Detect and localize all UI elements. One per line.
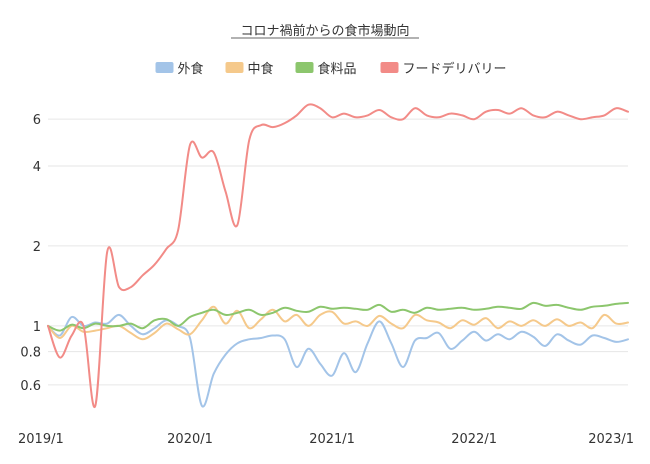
y-tick-label: 4 (33, 160, 41, 175)
x-tick-label: 2022/1 (451, 432, 497, 447)
series-line-0 (47, 313, 629, 408)
x-tick-label: 2023/1 (588, 432, 634, 447)
y-tick-label: 0.8 (20, 346, 41, 361)
y-tick-label: 1 (33, 320, 41, 335)
x-tick-label: 2019/1 (18, 432, 64, 447)
y-tick-label: 2 (33, 240, 41, 255)
legend-label: 外食 (178, 61, 204, 77)
series-line-1 (47, 305, 629, 341)
series-lines (47, 103, 629, 408)
y-axis-tick-labels: 0.6 0.8 1 2 4 6 (20, 113, 41, 394)
legend-label: フードデリバリー (403, 61, 507, 77)
x-tick-label: 2021/1 (309, 432, 355, 447)
legend-swatch (155, 62, 174, 73)
x-axis-tick-labels: 2019/1 2020/1 2021/1 2022/1 2023/1 (18, 432, 634, 447)
y-tick-label: 6 (33, 113, 41, 128)
legend-label: 食料品 (318, 61, 357, 77)
legend-swatch (225, 62, 244, 73)
gridlines (48, 118, 628, 386)
x-tick-label: 2020/1 (167, 432, 213, 447)
series-line-2 (47, 301, 629, 332)
legend: 外食 中食 食料品 フードデリバリー (155, 61, 507, 77)
chart-title: コロナ禍前からの食市場動向 (240, 23, 409, 39)
y-tick-label: 0.6 (20, 379, 41, 394)
series-line-3 (47, 103, 629, 408)
legend-swatch (295, 62, 314, 73)
legend-label: 中食 (248, 61, 274, 77)
legend-swatch (380, 62, 399, 73)
